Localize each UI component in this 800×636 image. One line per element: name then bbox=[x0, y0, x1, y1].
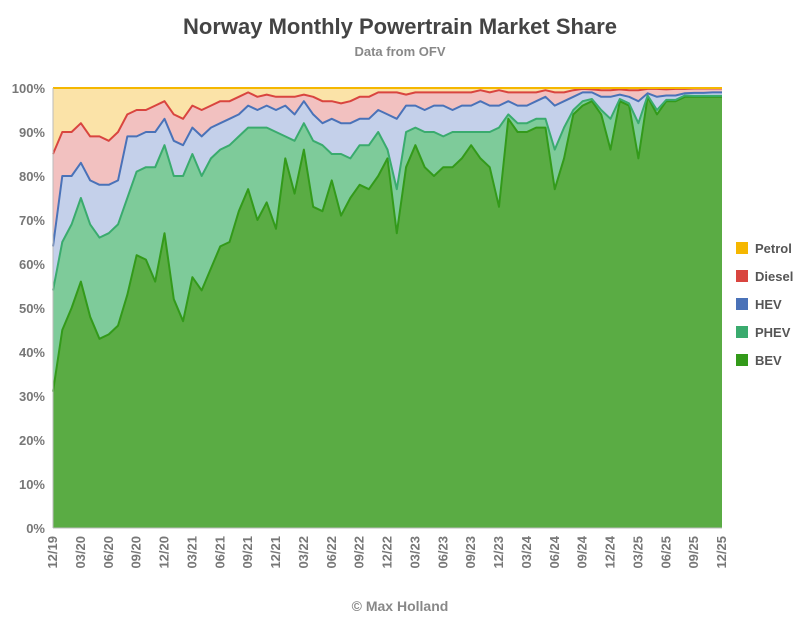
legend: Petrol Diesel HEV PHEV BEV bbox=[736, 234, 793, 374]
x-tick-label: 12/20 bbox=[157, 536, 172, 569]
x-tick-label: 06/22 bbox=[324, 536, 339, 569]
legend-label: PHEV bbox=[755, 324, 791, 340]
x-tick-label: 09/24 bbox=[575, 535, 590, 568]
legend-item-bev: BEV bbox=[736, 346, 793, 374]
chart-subtitle: Data from OFV bbox=[354, 44, 446, 59]
x-tick-label: 09/25 bbox=[686, 536, 701, 569]
y-tick-label: 0% bbox=[26, 521, 45, 536]
line-bev bbox=[52, 95, 722, 392]
x-tick-label: 09/23 bbox=[463, 536, 478, 569]
legend-item-petrol: Petrol bbox=[736, 234, 793, 262]
legend-swatch bbox=[736, 270, 748, 282]
x-tick-label: 09/20 bbox=[129, 536, 144, 569]
y-tick-label: 100% bbox=[12, 81, 46, 96]
x-tick-label: 03/25 bbox=[630, 536, 645, 569]
copyright-footer: © Max Holland bbox=[351, 598, 449, 614]
x-tick-label: 12/21 bbox=[268, 536, 283, 569]
line-hev bbox=[52, 91, 722, 247]
legend-swatch bbox=[736, 242, 748, 254]
legend-item-phev: PHEV bbox=[736, 318, 793, 346]
legend-label: BEV bbox=[755, 352, 782, 368]
x-tick-label: 06/25 bbox=[658, 536, 673, 569]
x-tick-label: 03/21 bbox=[184, 536, 199, 569]
y-tick-label: 90% bbox=[19, 125, 45, 140]
x-tick-label: 12/19 bbox=[45, 536, 60, 569]
legend-item-hev: HEV bbox=[736, 290, 793, 318]
x-tick-label: 12/22 bbox=[380, 536, 395, 569]
x-tick-label: 03/24 bbox=[519, 535, 534, 568]
legend-swatch bbox=[736, 326, 748, 338]
x-tick-label: 09/21 bbox=[240, 536, 255, 569]
line-phev bbox=[52, 94, 722, 291]
x-tick-label: 03/23 bbox=[407, 536, 422, 569]
x-tick-label: 06/23 bbox=[435, 536, 450, 569]
x-tick-label: 12/23 bbox=[491, 536, 506, 569]
y-tick-label: 30% bbox=[19, 389, 45, 404]
y-tick-label: 40% bbox=[19, 345, 45, 360]
legend-item-diesel: Diesel bbox=[736, 262, 793, 290]
y-tick-label: 80% bbox=[19, 169, 45, 184]
y-tick-label: 70% bbox=[19, 213, 45, 228]
legend-label: Petrol bbox=[755, 240, 792, 256]
legend-label: Diesel bbox=[755, 268, 794, 284]
x-tick-label: 06/24 bbox=[547, 535, 562, 568]
x-tick-label: 03/20 bbox=[73, 536, 88, 569]
legend-label: HEV bbox=[755, 296, 782, 312]
y-tick-label: 20% bbox=[19, 433, 45, 448]
x-tick-label: 09/22 bbox=[352, 536, 367, 569]
x-tick-label: 06/21 bbox=[212, 536, 227, 569]
line-diesel bbox=[52, 87, 722, 155]
y-tick-label: 10% bbox=[19, 477, 45, 492]
chart-title: Norway Monthly Powertrain Market Share bbox=[183, 14, 617, 39]
area-bev bbox=[53, 96, 722, 529]
legend-swatch bbox=[736, 298, 748, 310]
x-tick-label: 03/22 bbox=[296, 536, 311, 569]
y-tick-label: 60% bbox=[19, 257, 45, 272]
legend-swatch bbox=[736, 354, 748, 366]
x-tick-label: 12/24 bbox=[603, 535, 618, 568]
x-tick-label: 06/20 bbox=[101, 536, 116, 569]
x-tick-label: 12/25 bbox=[714, 536, 729, 569]
y-tick-label: 50% bbox=[19, 301, 45, 316]
